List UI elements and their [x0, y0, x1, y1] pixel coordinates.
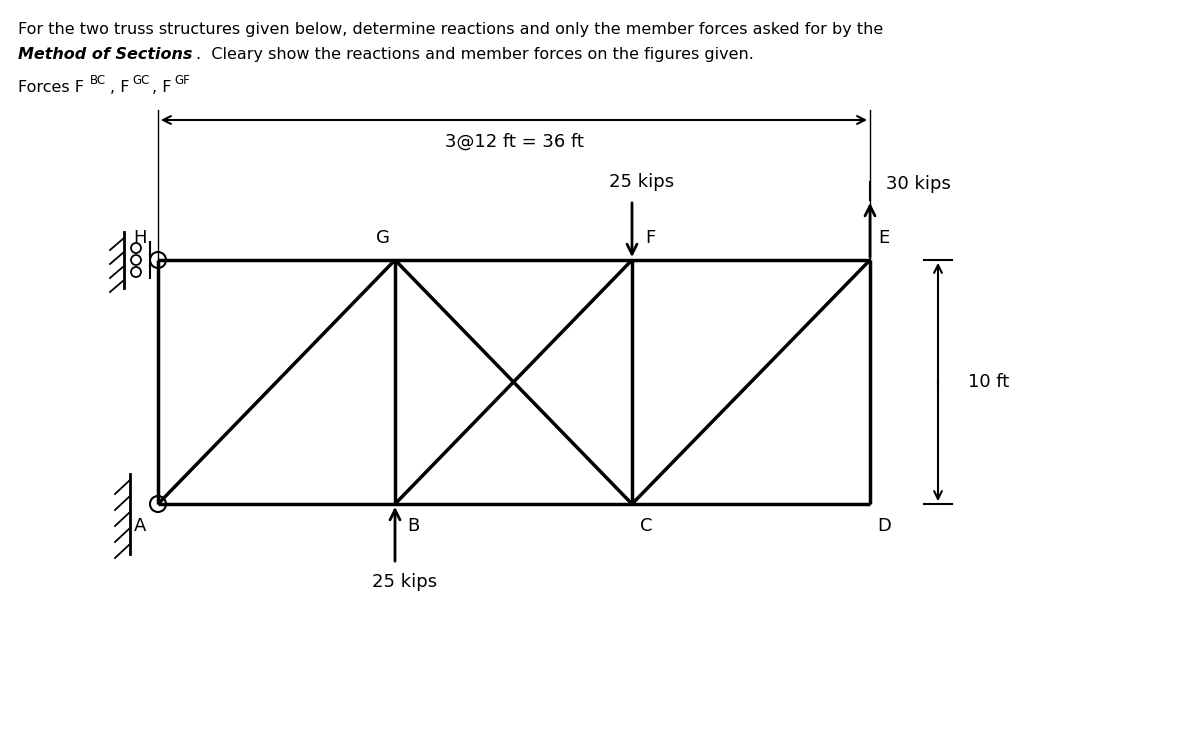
- Text: Method of Sections: Method of Sections: [18, 47, 192, 62]
- Text: , F: , F: [110, 80, 130, 95]
- Text: G: G: [376, 229, 390, 247]
- Text: B: B: [407, 517, 419, 535]
- Text: 30 kips: 30 kips: [886, 175, 950, 193]
- Text: GF: GF: [174, 74, 190, 87]
- Text: BC: BC: [90, 74, 106, 87]
- Text: C: C: [640, 517, 653, 535]
- Text: A: A: [134, 517, 146, 535]
- Text: H: H: [133, 229, 146, 247]
- Text: Forces F: Forces F: [18, 80, 84, 95]
- Text: For the two truss structures given below, determine reactions and only the membe: For the two truss structures given below…: [18, 22, 883, 37]
- Text: 3@12 ft = 36 ft: 3@12 ft = 36 ft: [444, 133, 583, 151]
- Text: , F: , F: [152, 80, 172, 95]
- Text: E: E: [878, 229, 889, 247]
- Text: 10 ft: 10 ft: [968, 373, 1009, 391]
- Text: D: D: [877, 517, 890, 535]
- Text: F: F: [644, 229, 655, 247]
- Text: .  Cleary show the reactions and member forces on the figures given.: . Cleary show the reactions and member f…: [196, 47, 754, 62]
- Text: 25 kips: 25 kips: [610, 173, 674, 191]
- Text: 25 kips: 25 kips: [372, 573, 438, 591]
- Text: GC: GC: [132, 74, 149, 87]
